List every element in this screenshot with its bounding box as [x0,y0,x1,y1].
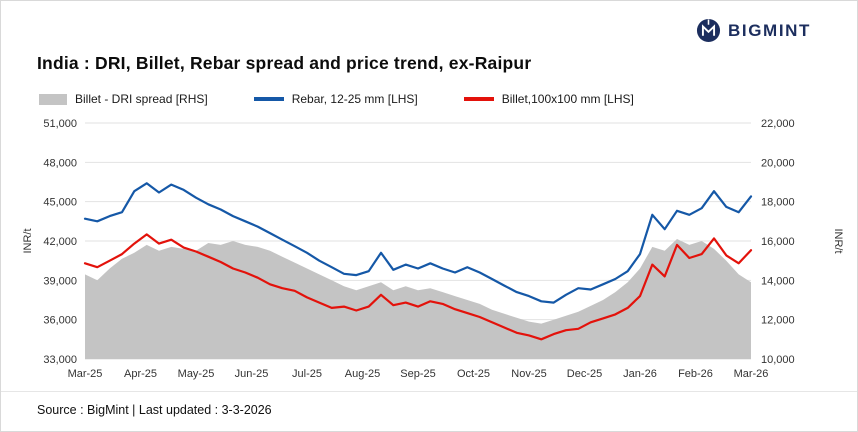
legend-item-rebar: Rebar, 12-25 mm [LHS] [253,92,418,106]
series [83,182,753,359]
y-right-tick-label: 22,000 [761,118,795,130]
legend-item-billet: Billet,100x100 mm [LHS] [463,92,634,106]
x-tick-label: Nov-25 [511,368,546,380]
y-right-tick-label: 18,000 [761,197,795,209]
y-left-tick-label: 36,000 [43,315,77,327]
axis-tick-labels: 51,000 48,000 45,000 42,000 39,000 36,000 33,0… [22,118,844,380]
x-tick-label: Sep-25 [400,368,435,380]
x-tick-label: May-25 [178,368,215,380]
x-tick-label: Apr-25 [124,368,157,380]
billet-line-swatch [463,97,494,101]
y-left-tick-label: 51,000 [43,118,77,130]
y-right-tick-label: 16,000 [761,236,795,248]
x-tick-label: Feb-26 [678,368,713,380]
legend-label-rebar: Rebar, 12-25 mm [LHS] [291,92,418,106]
footer-divider [1,391,857,392]
legend-item-spread: Billet - DRI spread [RHS] [39,92,208,106]
y-left-tick-label: 39,000 [43,275,77,287]
legend-label-spread: Billet - DRI spread [RHS] [75,92,208,106]
x-tick-label: Mar-26 [734,368,769,380]
x-tick-label: Jan-26 [623,368,657,380]
brand-name: BIGMINT [728,20,811,40]
legend: Billet - DRI spread [RHS] Rebar, 12-25 m… [39,92,634,106]
chart-title: India : DRI, Billet, Rebar spread and pr… [37,53,532,73]
area-series-spread [85,239,751,359]
line-series-rebar [83,182,753,304]
y-right-tick-label: 20,000 [761,157,795,169]
y-left-tick-label: 48,000 [43,157,77,169]
source-note: Source : BigMint | Last updated : 3-3-20… [37,403,272,417]
y-left-tick-label: 33,000 [43,354,77,366]
x-tick-label: Mar-25 [68,368,103,380]
y-left-axis-title: INR/t [22,228,34,253]
y-left-tick-label: 45,000 [43,197,77,209]
x-tick-label: Jul-25 [292,368,322,380]
y-left-tick-label: 42,000 [43,236,77,248]
x-tick-label: Jun-25 [235,368,269,380]
y-right-tick-label: 12,000 [761,315,795,327]
bigmint-logo-icon [696,18,721,43]
bigmint-logo: BIGMINT [696,18,811,43]
legend-label-billet: Billet,100x100 mm [LHS] [501,92,634,106]
y-right-axis-title: INR/t [832,228,844,253]
rebar-line-swatch [253,97,284,101]
line-series-billet [83,233,753,341]
x-tick-label: Oct-25 [457,368,490,380]
x-tick-label: Dec-25 [567,368,602,380]
spread-area-swatch [39,93,67,105]
y-right-tick-label: 14,000 [761,275,795,287]
x-tick-label: Aug-25 [345,368,380,380]
y-right-tick-label: 10,000 [761,354,795,366]
